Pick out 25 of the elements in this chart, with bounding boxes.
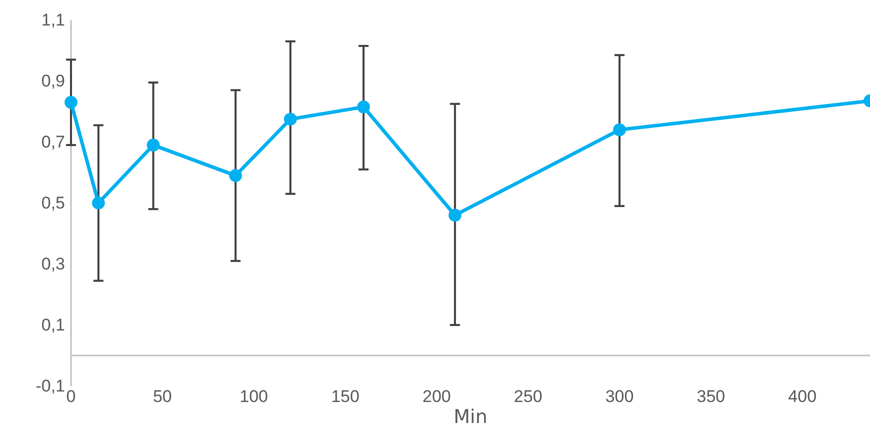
x-axis-title: Min	[454, 406, 488, 428]
y-tick-label: 1,1	[41, 10, 65, 30]
y-tick-label: 0,1	[41, 315, 65, 334]
point	[92, 196, 105, 210]
y-tick-label: 0,7	[41, 132, 65, 152]
y-tick-label: 0,9	[41, 71, 65, 90]
y-tick-label: -0,1	[36, 376, 65, 396]
point	[284, 112, 297, 126]
x-tick-label: 300	[605, 387, 634, 406]
x-tick-label: 50	[152, 387, 172, 406]
x-tick-label: 200	[422, 387, 451, 406]
x-tick-label: 400	[788, 387, 817, 406]
y-tick-label: 0,3	[41, 254, 65, 274]
point	[448, 208, 462, 222]
point	[146, 138, 160, 152]
point	[613, 123, 626, 136]
x-tick-label: 350	[696, 387, 726, 406]
point	[229, 169, 242, 182]
point	[357, 100, 370, 114]
x-tick-label: 250	[514, 387, 542, 406]
y-tick-label: 0,5	[41, 193, 65, 212]
point	[64, 96, 78, 109]
x-tick-label: 0	[66, 387, 76, 406]
x-tick-label: 100	[240, 387, 268, 406]
x-tick-label: 150	[331, 387, 360, 406]
